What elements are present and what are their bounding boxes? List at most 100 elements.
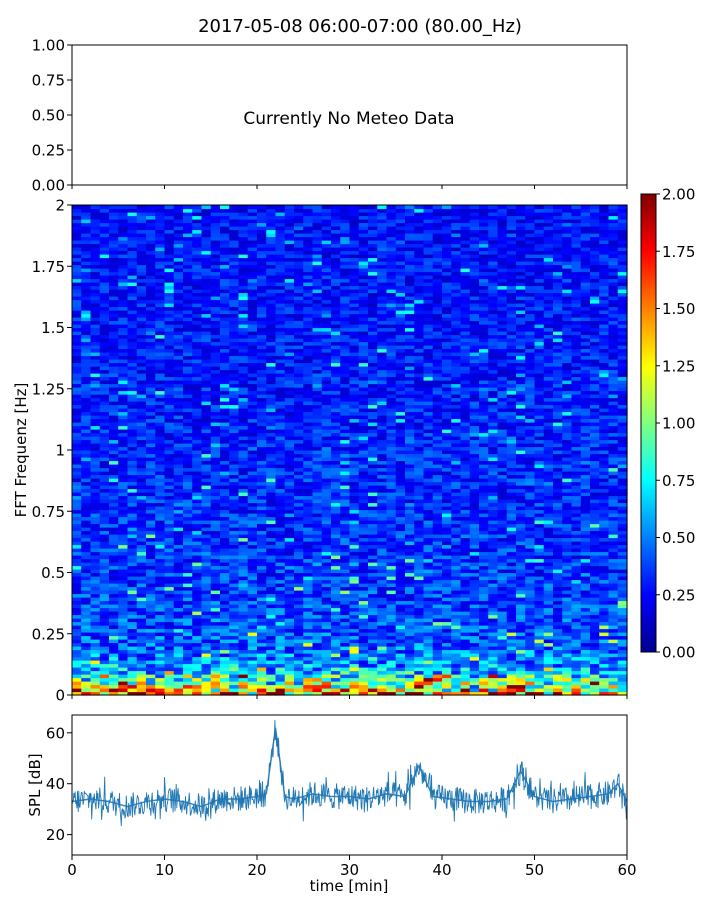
spectrogram-cell	[118, 600, 129, 605]
spectrogram-cell	[118, 576, 129, 581]
spectrogram-cell	[81, 583, 92, 588]
spectrogram-cell	[229, 450, 240, 455]
spectrogram-cell	[183, 621, 193, 626]
spectrogram-cell	[358, 625, 369, 630]
spectrogram-cell	[220, 642, 230, 647]
spectrogram-cell	[312, 460, 323, 465]
spectrogram-cell	[109, 450, 119, 455]
spectrogram-cell	[312, 548, 323, 553]
spectrogram-cell	[377, 488, 388, 493]
spectrogram-cell	[275, 278, 286, 283]
spectrogram-cell	[321, 555, 332, 560]
spectrogram-cell	[275, 604, 286, 609]
spectrogram-cell	[127, 268, 138, 273]
spectrogram-cell	[377, 327, 388, 332]
spectrogram-cell	[275, 222, 286, 227]
spectrogram-cell	[368, 502, 378, 507]
spectrogram-cell	[257, 366, 267, 371]
spectrogram-cell	[118, 222, 129, 227]
spectrogram-cell	[127, 628, 138, 633]
spectrogram-cell	[229, 628, 240, 633]
spectrogram-cell	[99, 418, 110, 423]
spectrogram-cell	[368, 499, 378, 504]
spectrogram-cell	[284, 548, 295, 553]
spectrogram-cell	[90, 565, 101, 570]
spectrogram-cell	[118, 345, 129, 350]
spectrogram-cell	[386, 226, 397, 231]
spectrogram-cell	[349, 460, 360, 465]
spectrogram-cell	[127, 464, 138, 469]
spectrogram-cell	[146, 488, 156, 493]
spectrogram-cell	[146, 516, 156, 521]
spectrogram-cell	[312, 362, 323, 367]
spectrogram-cell	[275, 684, 286, 689]
spectrogram-cell	[294, 551, 304, 556]
spectrogram-cell	[118, 212, 129, 217]
spectrogram-cell	[146, 513, 156, 518]
spectrogram-cell	[257, 646, 267, 651]
spectrogram-cell	[312, 222, 323, 227]
spectrogram-cell	[321, 429, 332, 434]
spectrogram-cell	[284, 597, 295, 602]
spectrogram-cell	[220, 569, 230, 574]
spectrogram-cell	[266, 660, 277, 665]
spectrogram-cell	[72, 310, 82, 315]
spectrogram-cell	[247, 278, 258, 283]
spectrogram-cell	[136, 481, 147, 486]
spectrogram-cell	[136, 401, 147, 406]
spectrogram-cell	[247, 387, 258, 392]
spectrogram-cell	[136, 684, 147, 689]
spectrogram-cell	[358, 394, 369, 399]
spectrogram-cell	[312, 639, 323, 644]
spectrogram-cell	[368, 460, 378, 465]
spectrogram-cell	[164, 373, 175, 378]
spectrogram-cell	[210, 551, 221, 556]
spectrogram-cell	[183, 443, 193, 448]
spectrogram-cell	[136, 348, 147, 353]
spectrogram-cell	[349, 509, 360, 514]
spectrogram-cell	[192, 422, 203, 427]
spectrogram-cell	[303, 492, 314, 497]
spectrogram-cell	[220, 425, 230, 430]
spectrogram-cell	[220, 422, 230, 427]
spectrogram-cell	[210, 310, 221, 315]
spectrogram-cell	[210, 635, 221, 640]
spectrogram-cell	[368, 677, 378, 682]
spectrogram-cell	[284, 502, 295, 507]
spectrogram-cell	[118, 394, 129, 399]
spectrogram-cell	[238, 534, 249, 539]
spectrogram-cell	[164, 366, 175, 371]
spectrogram-cell	[229, 544, 240, 549]
spectrogram-cell	[340, 572, 351, 577]
spectrogram-cell	[192, 443, 203, 448]
spectrogram-cell	[229, 457, 240, 462]
spectrogram-cell	[109, 334, 119, 339]
spectrogram-cell	[210, 236, 221, 241]
spectrogram-cell	[266, 383, 277, 388]
spectrogram-cell	[358, 541, 369, 546]
spectrogram-cell	[377, 275, 388, 280]
spectrogram-cell	[312, 474, 323, 479]
spectrogram-cell	[164, 226, 175, 231]
spectrogram-cell	[331, 656, 341, 661]
spectrogram-cell	[247, 481, 258, 486]
spectrogram-cell	[146, 275, 156, 280]
spectrogram-cell	[303, 684, 314, 689]
spectrogram-cell	[275, 303, 286, 308]
spectrogram-cell	[238, 642, 249, 647]
spectrogram-cell	[109, 233, 119, 238]
spectrogram-cell	[136, 691, 147, 696]
spectrogram-cell	[349, 324, 360, 329]
spectrogram-cell	[229, 275, 240, 280]
spectrogram-cell	[386, 415, 397, 420]
spectrogram-cell	[81, 499, 92, 504]
spectrogram-cell	[238, 348, 249, 353]
spectrogram-cell	[220, 383, 230, 388]
spectrogram-cell	[81, 555, 92, 560]
spectrogram-cell	[210, 513, 221, 518]
spectrogram-cell	[210, 425, 221, 430]
spectrogram-cell	[164, 583, 175, 588]
spectrogram-cell	[146, 478, 156, 483]
spectrogram-cell	[349, 471, 360, 476]
spectrogram-cell	[118, 285, 129, 290]
